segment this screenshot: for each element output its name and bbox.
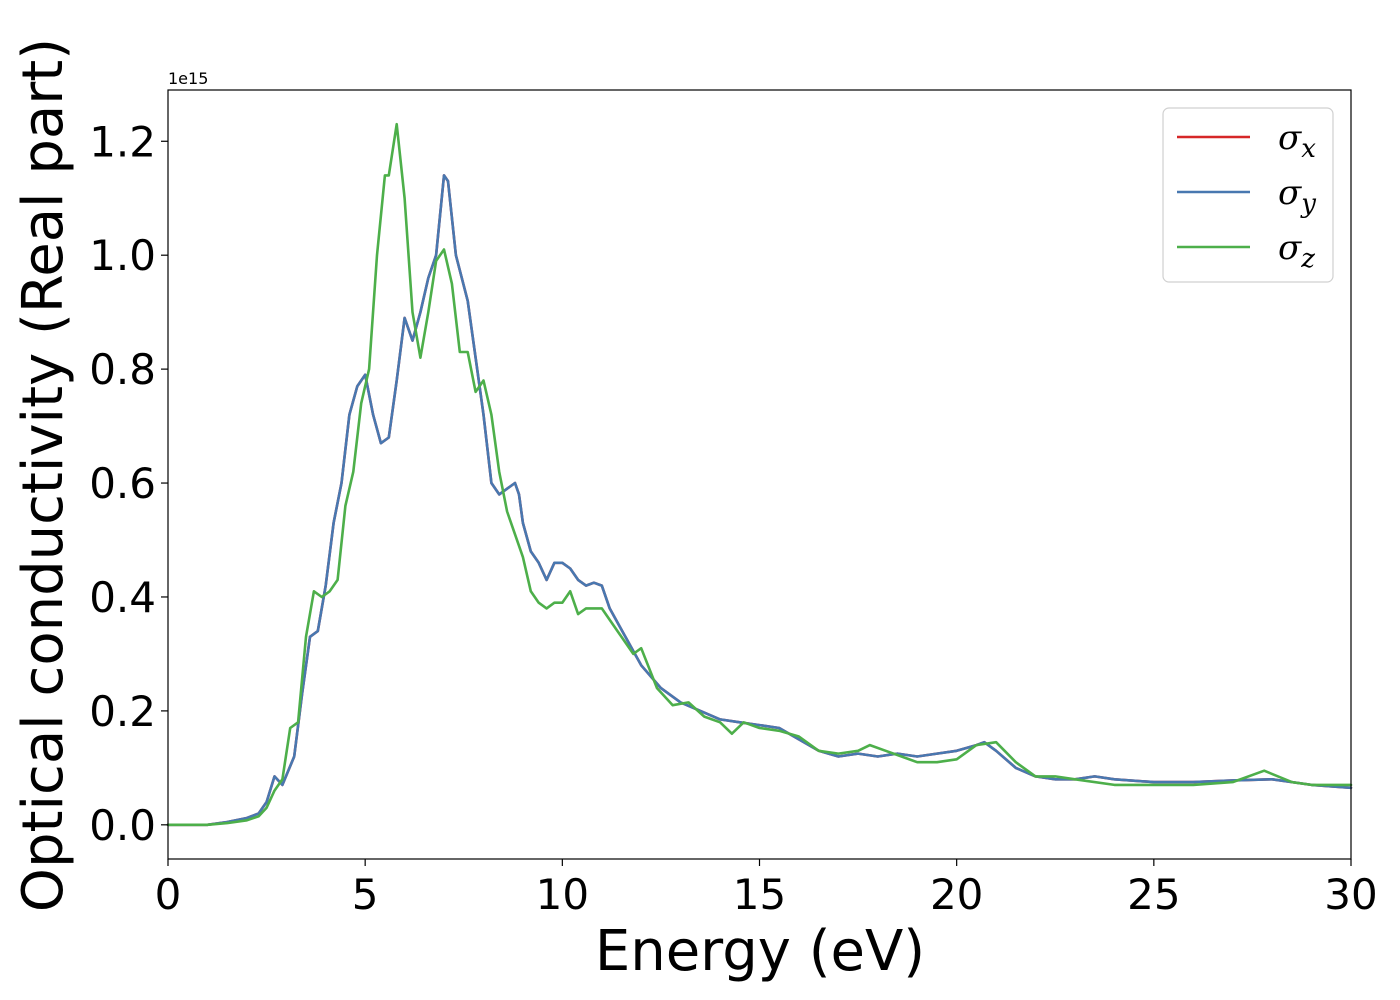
legend-frame xyxy=(1162,107,1334,283)
y-tick-label: 0.6 xyxy=(89,459,156,508)
x-tick-label: 25 xyxy=(1127,870,1180,919)
y-tick-label: 0.8 xyxy=(89,345,156,394)
legend-label-x: σx xyxy=(1278,118,1316,164)
x-tick-label: 5 xyxy=(352,870,379,919)
x-tick-label: 0 xyxy=(155,870,182,919)
x-tick-label: 30 xyxy=(1324,870,1377,919)
y-offset-text: 1e15 xyxy=(168,69,208,88)
x-tick-label: 10 xyxy=(536,870,589,919)
y-tick-label: 1.0 xyxy=(89,231,156,280)
series-layer xyxy=(166,122,1353,827)
y-tick-label: 0.4 xyxy=(89,573,156,622)
x-axis-ticks: 0 5 10 15 20 25 30 xyxy=(155,859,1378,919)
y-tick-label: 1.2 xyxy=(89,117,156,166)
x-axis-title: Energy (eV) xyxy=(595,919,925,984)
x-tick-label: 15 xyxy=(733,870,786,919)
legend-label-y: σy xyxy=(1278,173,1316,219)
x-tick-label: 20 xyxy=(930,870,983,919)
legend-label-z: σz xyxy=(1278,228,1315,274)
y-tick-label: 0.2 xyxy=(89,687,156,736)
legend: σx σy σz xyxy=(1162,107,1334,283)
y-tick-label: 0.0 xyxy=(89,801,156,850)
series-line-z xyxy=(166,122,1353,827)
y-axis-title: Optical conductivity (Real part) xyxy=(11,38,76,912)
y-axis-ticks: 0.0 0.2 0.4 0.6 0.8 1.0 1.2 xyxy=(89,117,168,850)
plot-background xyxy=(168,90,1351,859)
